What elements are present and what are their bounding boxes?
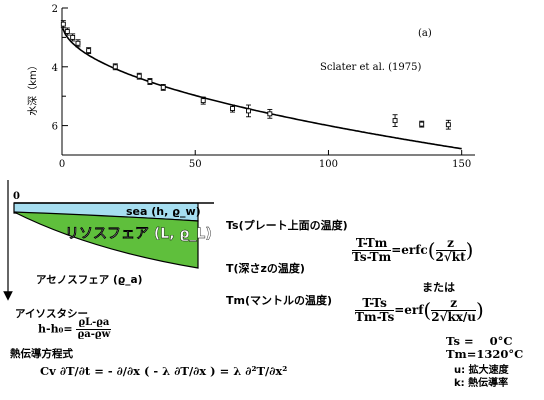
- data-point: [267, 111, 273, 117]
- ts-value: Ts = 0°C: [446, 334, 513, 348]
- lithosphere-diagram: [3, 180, 214, 301]
- sea-label-text: sea (h, ϱ_w): [126, 205, 201, 218]
- erfc-equation: T-Tm Ts-Tm =erfc( z 2√kt ): [352, 236, 474, 264]
- data-point: [75, 40, 81, 46]
- data-point: [230, 106, 235, 111]
- sea-label: sea (h, ϱ_w): [126, 205, 201, 218]
- y-tick-label: 6: [52, 122, 58, 133]
- heat-title: 熱伝導方程式: [10, 348, 73, 360]
- model-curve: [62, 27, 462, 150]
- t-description: T(深さzの温度): [226, 262, 305, 275]
- eq1-lhs: T-Tm Ts-Tm: [352, 237, 392, 264]
- panel-label: (a): [418, 28, 432, 39]
- data-point: [64, 29, 70, 34]
- x-tick-label: 150: [452, 159, 471, 170]
- isostasy-title: アイソスタシー: [15, 308, 88, 320]
- isostasy-denominator: ϱa-ϱw: [77, 328, 111, 340]
- eq1-arg-num: z: [435, 237, 466, 251]
- lithosphere-layer: [13, 211, 199, 269]
- isostasy-equation: h-h₀= ϱL-ϱa ϱa-ϱw: [38, 317, 112, 340]
- surface-zero-label: 0: [13, 191, 20, 202]
- eq1-lhs-den: Ts-Tm: [352, 249, 392, 264]
- data-point: [86, 48, 92, 54]
- data-point: [136, 73, 142, 79]
- eq1-arg-den: 2√kt: [435, 249, 466, 264]
- data-point: [160, 84, 166, 90]
- data-point: [70, 34, 76, 40]
- eq2-lhs-num: T-Ts: [355, 297, 395, 311]
- tm-value: Tm=1320°C: [446, 347, 524, 361]
- eq1-arg: z 2√kt: [435, 237, 466, 264]
- citation-label: Sclater et al. (1975): [320, 62, 421, 73]
- data-point: [246, 108, 251, 114]
- x-tick-label: 100: [319, 159, 338, 170]
- x-tick-label: 50: [189, 159, 202, 170]
- tm-description: Tm(マントルの温度): [226, 294, 333, 307]
- lithosphere-label: リソスフェア (L, ϱ_L): [65, 226, 212, 242]
- ts-description: Ts(プレート上面の温度): [226, 219, 348, 232]
- depth-age-plot: 0 50 100 150 2 4 6 水深（km） (a) Sclater et al. (197…: [27, 4, 475, 170]
- isostasy-fraction: ϱL-ϱa ϱa-ϱw: [76, 317, 112, 340]
- asthenosphere-label: アセノスフェア (ϱ_a): [36, 274, 143, 286]
- data-point: [112, 64, 118, 70]
- eq2-lhs: T-Ts Tm-Ts: [355, 297, 395, 324]
- u-label: u: 拡大速度: [454, 365, 509, 376]
- data-point: [392, 118, 398, 124]
- data-point: [200, 98, 206, 104]
- eq1-func: =erfc: [391, 243, 428, 258]
- data-point: [147, 79, 153, 84]
- eq2-arg: z 2√kx/u: [431, 297, 477, 324]
- erf-equation: T-Ts Tm-Ts =erf( z 2√kx/u ): [355, 296, 484, 324]
- data-point: [445, 122, 451, 128]
- k-label: k: 熱伝導率: [454, 378, 509, 389]
- y-axis-label: 水深（km）: [27, 60, 39, 116]
- y-tick-label: 2: [52, 4, 58, 15]
- eq2-arg-den: 2√kx/u: [431, 309, 477, 324]
- eq2-func: =erf: [394, 303, 424, 318]
- heat-equation: Cv ∂T/∂t = - ∂/∂x ( - λ ∂T/∂x ) = λ ∂²T/…: [40, 364, 288, 378]
- data-point: [419, 121, 425, 127]
- y-tick-label: 4: [52, 63, 58, 74]
- eq2-arg-num: z: [431, 297, 477, 311]
- isostasy-lhs: h-h₀=: [38, 322, 73, 336]
- eq2-lhs-den: Tm-Ts: [355, 309, 395, 324]
- data-point: [60, 21, 66, 27]
- or-label: または: [422, 281, 455, 294]
- x-tick-label: 0: [59, 159, 65, 170]
- isostasy-numerator: ϱL-ϱa: [76, 317, 112, 330]
- eq1-lhs-num: T-Tm: [352, 237, 392, 251]
